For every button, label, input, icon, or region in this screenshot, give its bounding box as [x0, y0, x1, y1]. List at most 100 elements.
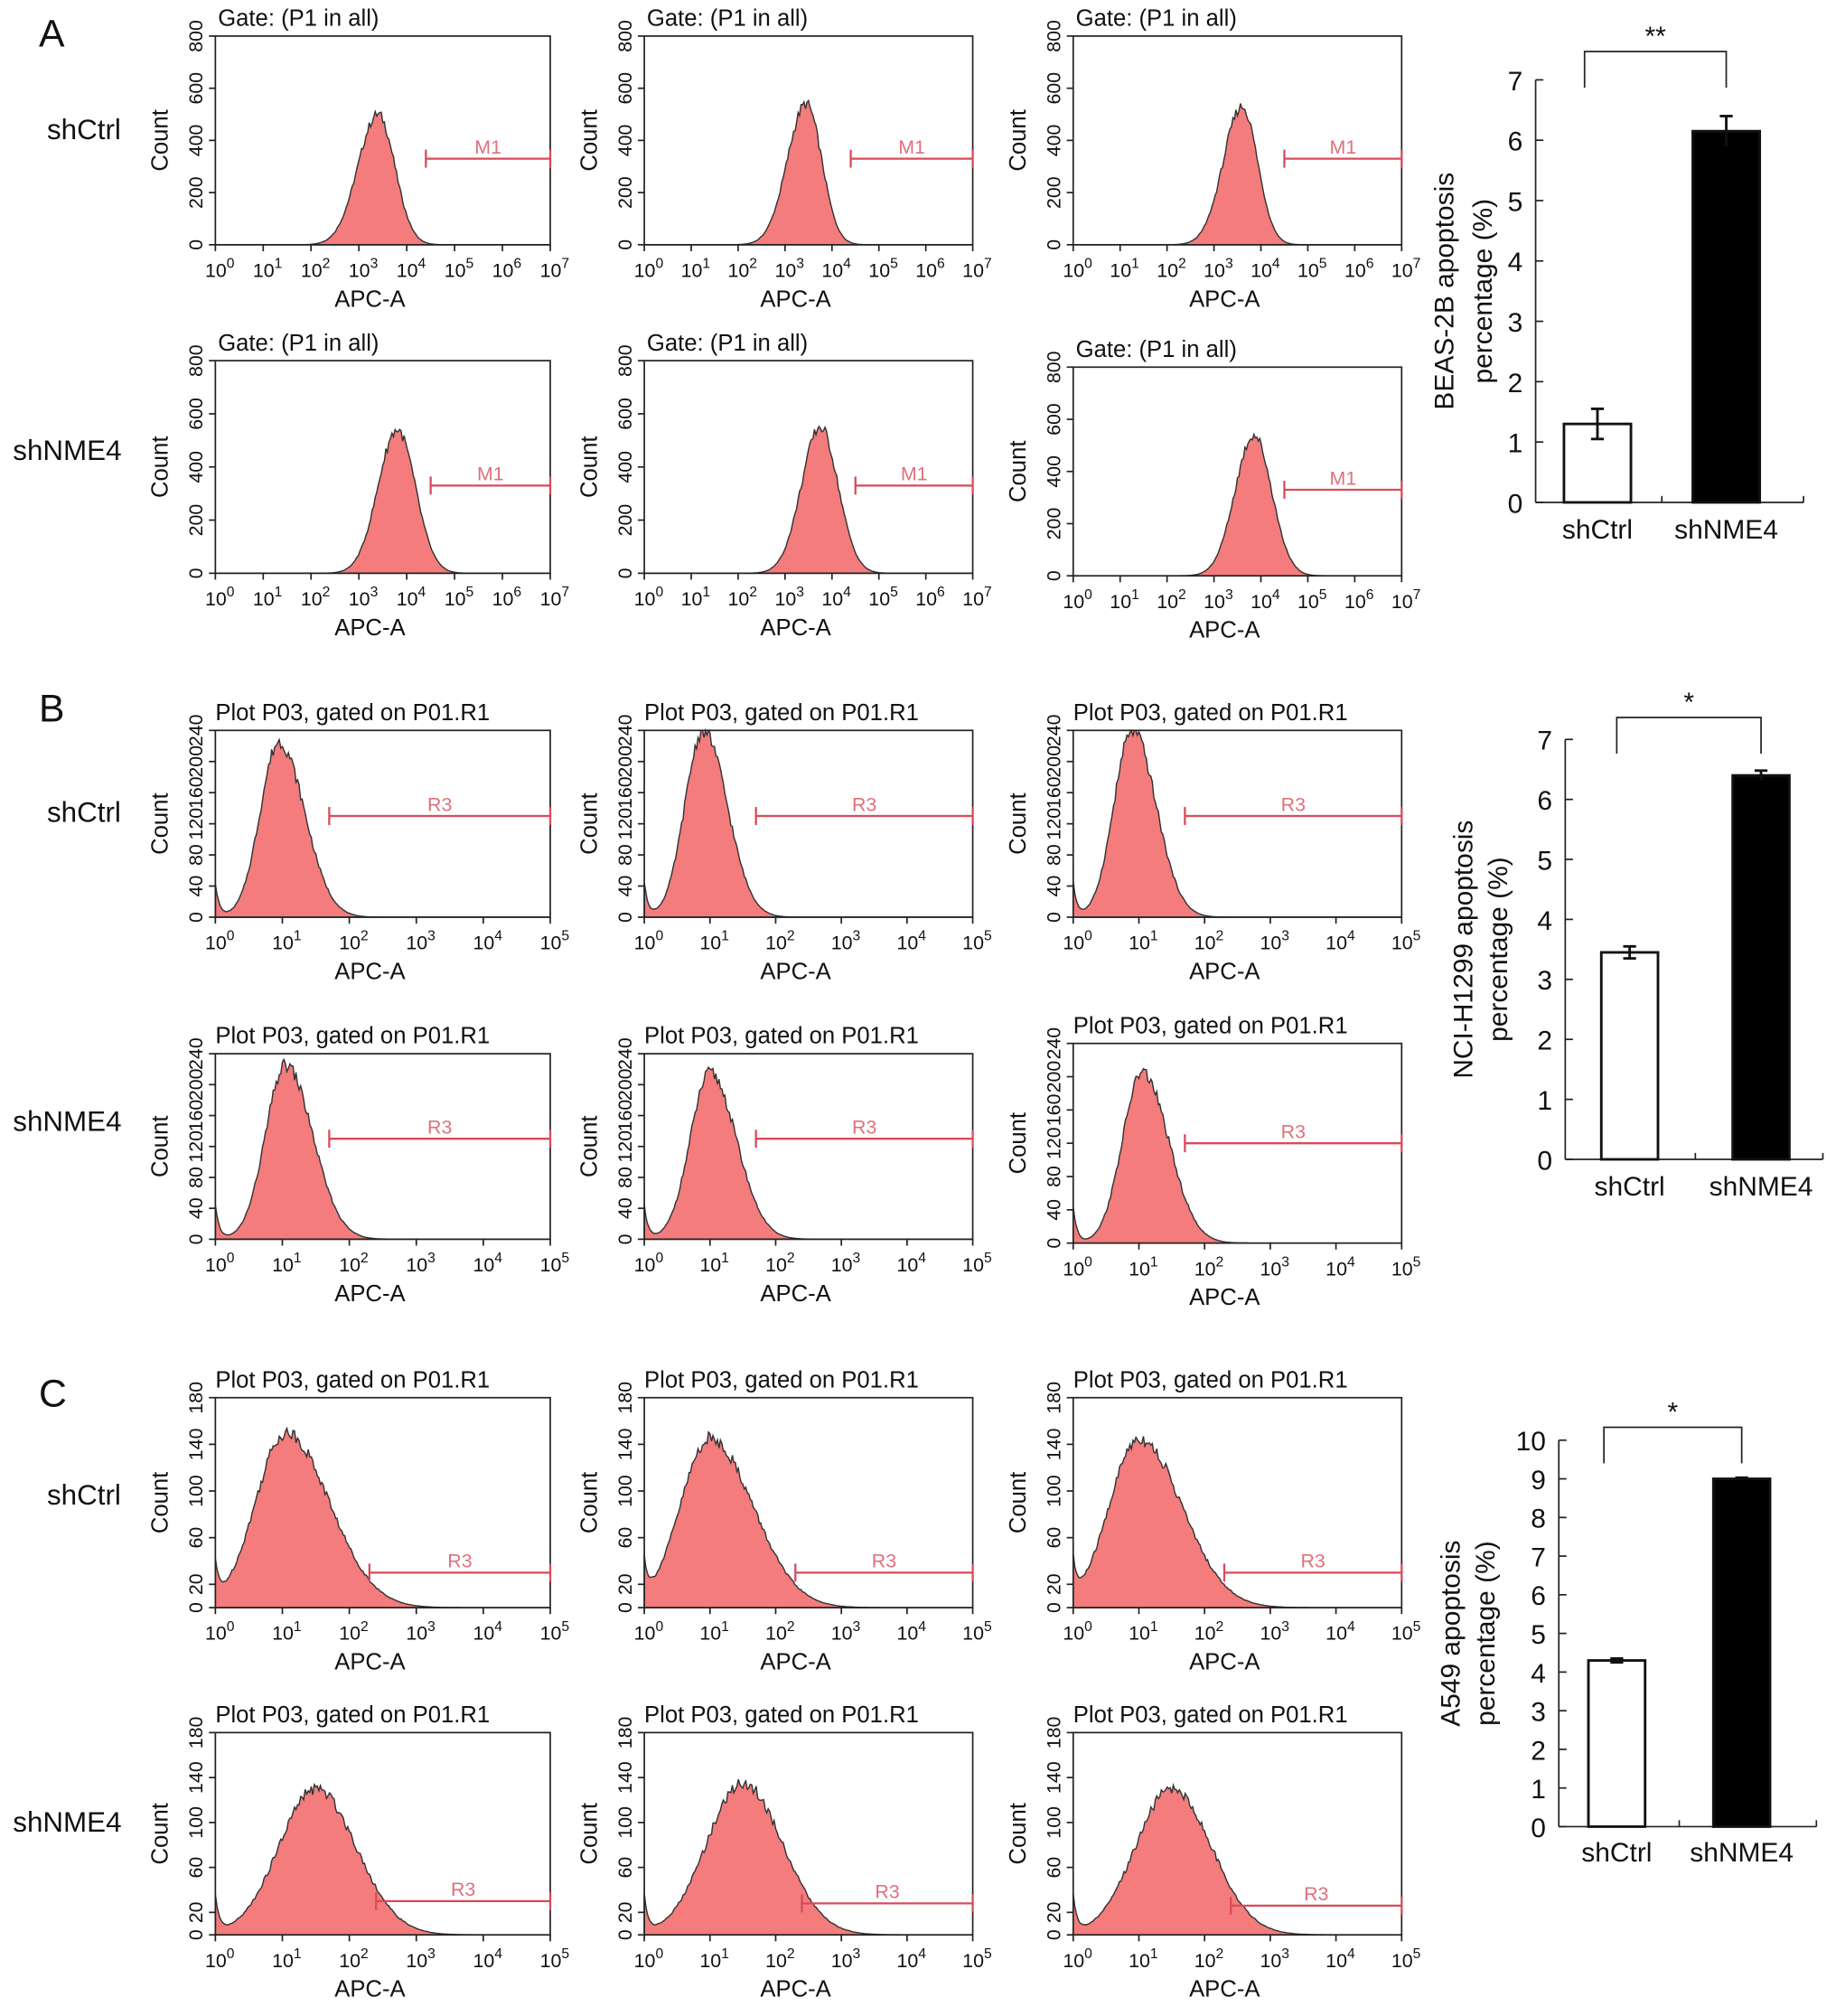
- x-tick-exponent: 4: [494, 929, 502, 944]
- y-tick-label: 400: [1044, 455, 1065, 488]
- x-tick-label: 103: [831, 1619, 861, 1645]
- x-tick-base: 10: [1325, 933, 1347, 954]
- x-tick-exponent: 0: [1084, 1254, 1092, 1270]
- y-tick-label: 200: [185, 176, 207, 209]
- x-tick-exponent: 7: [561, 585, 569, 600]
- y-tick-label: 140: [1044, 1428, 1065, 1460]
- plot-title: Plot P03, gated on P01.R1: [215, 1702, 490, 1728]
- y-tick-label: 240: [614, 1037, 636, 1070]
- x-tick-label: 100: [1063, 1619, 1092, 1645]
- y-axis-label: percentage (%): [1484, 857, 1513, 1042]
- x-tick-exponent: 2: [361, 1251, 369, 1266]
- x-axis-label: APC-A: [334, 959, 406, 984]
- y-tick-label: 0: [185, 1929, 207, 1940]
- y-tick-label: 120: [614, 1130, 636, 1163]
- y-tick-label: 160: [614, 776, 636, 809]
- x-tick-base: 10: [445, 588, 466, 610]
- x-tick-label: 101: [253, 257, 283, 282]
- x-tick-exponent: 3: [427, 1251, 436, 1266]
- y-tick-label: 100: [1044, 1806, 1065, 1839]
- x-tick-exponent: 5: [1319, 257, 1327, 272]
- x-tick-base: 10: [1391, 933, 1413, 954]
- x-tick-base: 10: [1063, 1623, 1084, 1645]
- x-tick-label: 100: [634, 929, 664, 954]
- x-tick-label: 101: [272, 1946, 302, 1972]
- x-tick-base: 10: [349, 588, 370, 610]
- y-tick-label: 5: [1531, 1620, 1546, 1650]
- row-label: shCtrl: [47, 114, 121, 145]
- category-label: shCtrl: [1581, 1838, 1652, 1868]
- x-tick-exponent: 1: [1150, 929, 1158, 944]
- x-tick-exponent: 5: [984, 1251, 992, 1266]
- x-tick-label: 105: [962, 1619, 992, 1645]
- x-tick-base: 10: [915, 588, 937, 610]
- x-tick-base: 10: [253, 259, 275, 281]
- x-tick-exponent: 0: [1084, 1619, 1092, 1635]
- x-tick-base: 10: [1157, 259, 1178, 281]
- y-tick-label: 400: [185, 451, 207, 483]
- y-tick-label: 120: [1044, 808, 1065, 840]
- y-tick-label: 100: [185, 1806, 207, 1839]
- y-tick-label: 140: [185, 1428, 207, 1460]
- x-tick-label: 102: [1157, 587, 1185, 613]
- y-tick-label: 600: [185, 398, 207, 430]
- x-tick-base: 10: [1391, 1623, 1413, 1645]
- x-tick-base: 10: [1204, 259, 1225, 281]
- histogram-area: [1073, 1782, 1402, 1936]
- y-tick-label: 120: [185, 808, 207, 840]
- x-tick-base: 10: [1063, 591, 1084, 613]
- x-tick-base: 10: [397, 588, 418, 610]
- x-tick-exponent: 2: [787, 1251, 795, 1266]
- x-tick-exponent: 0: [655, 929, 663, 944]
- category-label: shNME4: [1674, 515, 1778, 545]
- category-label: shCtrl: [1595, 1172, 1665, 1202]
- x-tick-label: 104: [896, 929, 926, 954]
- y-axis-label: Count: [148, 109, 173, 171]
- x-tick-exponent: 5: [561, 1619, 569, 1635]
- y-tick-label: 10: [1516, 1427, 1546, 1457]
- x-tick-label: 104: [1325, 1946, 1355, 1972]
- x-tick-label: 100: [205, 1619, 235, 1645]
- plot-frame: [214, 1396, 551, 1608]
- y-tick-label: 7: [1537, 727, 1552, 756]
- x-tick-exponent: 5: [1319, 587, 1327, 603]
- y-tick-label: 0: [1044, 570, 1065, 581]
- y-tick-label: 400: [1044, 124, 1065, 156]
- y-axis-label: Count: [148, 1116, 173, 1177]
- x-tick-exponent: 2: [787, 1946, 795, 1962]
- gate-label: M1: [1330, 136, 1357, 158]
- y-tick-label: 2: [1531, 1736, 1546, 1766]
- x-tick-label: 102: [1157, 257, 1185, 282]
- x-tick-label: 105: [962, 929, 992, 954]
- y-axis-label: Count: [576, 1116, 602, 1177]
- x-tick-exponent: 2: [787, 929, 795, 944]
- x-tick-base: 10: [699, 1623, 721, 1645]
- y-tick-label: 200: [1044, 176, 1065, 209]
- y-tick-label: 40: [1044, 876, 1065, 897]
- x-tick-label: 105: [1391, 1254, 1421, 1280]
- plot-frame: [643, 1396, 974, 1608]
- x-tick-label: 101: [699, 1251, 729, 1276]
- x-axis-label: APC-A: [1189, 1650, 1260, 1675]
- x-tick-exponent: 3: [853, 1619, 861, 1635]
- x-tick-exponent: 7: [1413, 587, 1421, 603]
- y-tick-label: 200: [614, 1068, 636, 1101]
- y-axis-label: Count: [148, 1472, 173, 1533]
- x-tick-base: 10: [634, 1950, 656, 1972]
- gate-label: R3: [1281, 1121, 1306, 1142]
- y-tick-label: 60: [614, 1527, 636, 1549]
- x-tick-label: 101: [1110, 587, 1138, 613]
- x-tick-label: 105: [540, 929, 570, 954]
- x-tick-base: 10: [831, 1623, 853, 1645]
- x-tick-base: 10: [831, 1254, 853, 1276]
- x-tick-exponent: 4: [494, 1251, 502, 1266]
- histogram-area: [214, 1057, 551, 1241]
- y-tick-label: 160: [185, 776, 207, 809]
- x-tick-label: 102: [1194, 1254, 1223, 1280]
- x-tick-exponent: 4: [1272, 257, 1280, 272]
- x-tick-label: 103: [406, 1251, 436, 1276]
- x-tick-base: 10: [301, 588, 323, 610]
- x-tick-exponent: 4: [1347, 1619, 1355, 1635]
